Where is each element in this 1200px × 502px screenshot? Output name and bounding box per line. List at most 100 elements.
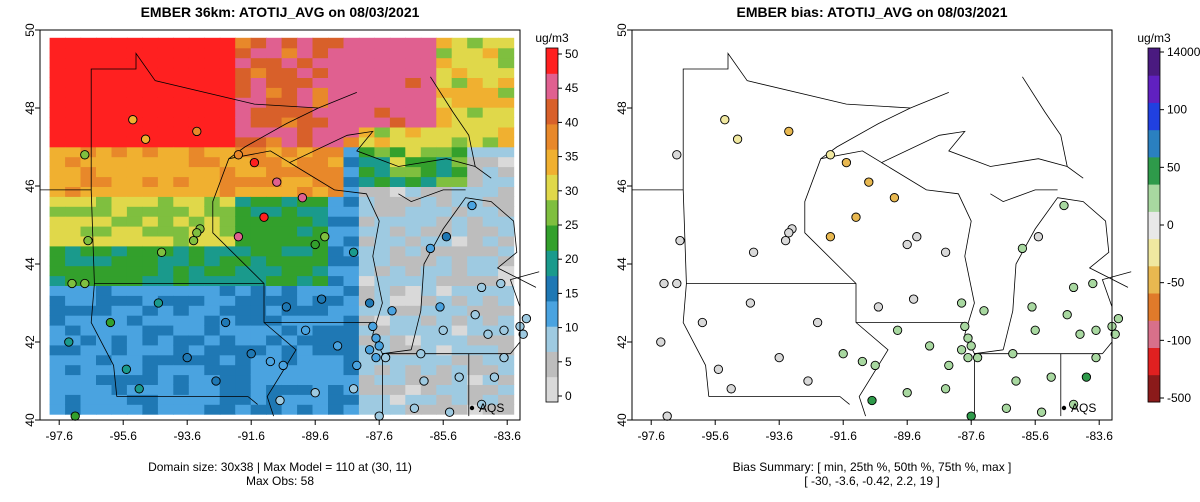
raster-cell	[281, 57, 298, 69]
raster-cell	[250, 235, 267, 247]
raster-cell	[204, 57, 221, 69]
raster-cell	[297, 196, 314, 207]
raster-cell	[328, 146, 345, 158]
raster-cell	[188, 206, 205, 217]
raster-cell	[405, 166, 422, 178]
raster-cell	[467, 315, 484, 326]
raster-cell	[96, 156, 113, 168]
colorbar-unit-label: ug/m3	[1137, 31, 1171, 45]
left-map-footer-line2: Max Obs: 58	[245, 474, 315, 488]
monitor-point	[387, 306, 397, 316]
raster-cell	[312, 37, 329, 49]
raster-cell	[235, 374, 252, 385]
raster-cell	[312, 196, 329, 207]
raster-cell	[219, 166, 236, 178]
raster-cell	[65, 245, 82, 257]
aqs-legend-dot	[1061, 405, 1067, 411]
monitor-point	[192, 228, 202, 238]
raster-cell	[498, 374, 515, 385]
raster-cell	[235, 67, 252, 78]
raster-cell	[420, 235, 437, 247]
raster-cell	[420, 166, 437, 178]
raster-cell	[312, 166, 329, 178]
raster-cell	[312, 146, 329, 158]
raster-cell	[235, 295, 252, 306]
y-tick-label: 42	[615, 335, 629, 349]
raster-cell	[219, 265, 236, 277]
raster-cell	[142, 285, 159, 296]
raster-cell	[389, 67, 406, 78]
raster-cell	[204, 107, 221, 118]
raster-cell	[420, 344, 437, 356]
raster-cell	[49, 315, 66, 326]
monitor-point	[278, 360, 288, 371]
raster-cell	[281, 325, 298, 336]
raster-cell	[204, 344, 221, 356]
raster-cell	[343, 235, 360, 247]
monitor-point	[1091, 325, 1101, 335]
raster-cell	[219, 285, 236, 296]
x-tick-label: -91.6	[238, 429, 266, 443]
raster-cell	[188, 47, 205, 59]
monitor-point	[1033, 232, 1044, 242]
raster-cell	[389, 196, 406, 207]
raster-cell	[467, 344, 484, 356]
monitor-point	[1008, 349, 1018, 359]
boundary-line	[1101, 271, 1132, 308]
raster-cell	[297, 186, 314, 197]
raster-cell	[188, 285, 205, 296]
raster-cell	[111, 196, 128, 207]
raster-cell	[482, 117, 499, 128]
raster-cell	[451, 344, 468, 356]
raster-cell	[482, 87, 499, 98]
raster-cell	[204, 186, 221, 197]
y-tick-label: 44	[23, 257, 37, 271]
raster-cell	[436, 47, 453, 59]
raster-cell	[420, 265, 437, 277]
raster-cell	[157, 47, 174, 59]
monitor-point	[83, 235, 93, 246]
raster-cell	[328, 77, 345, 88]
raster-cell	[204, 315, 221, 326]
raster-cell	[281, 196, 298, 207]
raster-cell	[204, 255, 221, 267]
raster-cell	[266, 226, 283, 237]
raster-cell	[126, 87, 143, 98]
monitor-point	[726, 384, 736, 394]
raster-cell	[358, 37, 375, 49]
right_map-panel: -97.6 -95.6 -93.6 -91.6 -89.6 -87.6 -85.6 -83.6…	[615, 23, 1200, 443]
raster-cell	[235, 275, 252, 286]
raster-cell	[157, 354, 174, 366]
raster-cell	[49, 255, 66, 267]
raster-cell	[281, 126, 298, 138]
monitor-point	[371, 333, 381, 343]
raster-cell	[482, 57, 499, 69]
raster-cell	[142, 255, 159, 267]
monitor-point	[672, 150, 682, 160]
x-tick-label: -93.6	[174, 429, 202, 443]
raster-cell	[343, 325, 360, 336]
raster-cell	[250, 77, 267, 88]
raster-cell	[49, 305, 66, 316]
raster-cell	[451, 255, 468, 267]
colorbar-tick-label: 0	[1167, 218, 1174, 232]
raster-cell	[328, 315, 345, 326]
raster-cell	[80, 196, 97, 207]
colorbar-segment	[1148, 184, 1160, 212]
raster-cell	[266, 196, 283, 207]
raster-cell	[467, 334, 484, 346]
raster-cell	[173, 216, 190, 227]
raster-cell	[173, 305, 190, 316]
raster-cell	[482, 285, 499, 296]
raster-cell	[173, 47, 190, 59]
raster-cell	[250, 117, 267, 128]
raster-cell	[405, 37, 422, 49]
raster-cell	[297, 117, 314, 128]
raster-cell	[157, 305, 174, 316]
raster-cell	[374, 67, 391, 78]
raster-cell	[389, 285, 406, 296]
colorbar-segment	[546, 48, 558, 74]
raster-cell	[126, 305, 143, 316]
raster-cell	[49, 374, 66, 385]
monitor-point	[435, 302, 445, 312]
